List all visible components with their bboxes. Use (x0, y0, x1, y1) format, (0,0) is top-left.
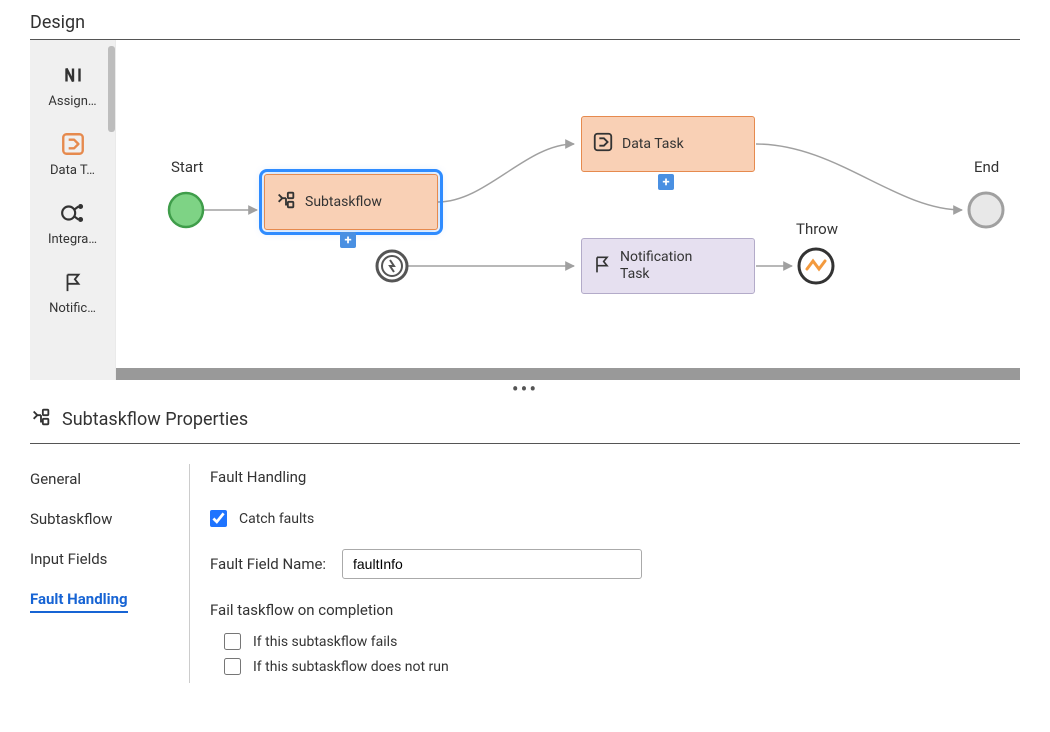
palette-item-data-task[interactable]: Data T… (30, 119, 115, 188)
fault-section-title: Fault Handling (210, 468, 1020, 486)
palette-item-assignment[interactable]: Assign… (30, 50, 115, 119)
subtaskflow-icon (30, 406, 52, 433)
fail-if-fails-label: If this subtaskflow fails (253, 634, 397, 650)
data-task-icon (592, 131, 614, 157)
notification-icon (592, 253, 612, 279)
palette-item-notification[interactable]: Notific… (30, 257, 115, 326)
fail-if-not-run-checkbox[interactable] (224, 658, 241, 675)
palette-item-integration[interactable]: Integra… (30, 188, 115, 257)
fault-field-label: Fault Field Name: (210, 555, 330, 573)
canvas[interactable]: Start Subtaskflow Data Task (116, 40, 1020, 380)
subtaskflow-icon (275, 189, 297, 215)
notification-icon (58, 267, 88, 297)
subtaskflow-title: Subtaskflow (305, 194, 382, 210)
fault-field-input[interactable] (342, 549, 642, 579)
data-task-title: Data Task (622, 136, 684, 152)
start-label: Start (171, 158, 203, 176)
integration-icon (58, 198, 88, 228)
notification-task-title: NotificationTask (620, 249, 692, 283)
tab-fault-handling[interactable]: Fault Handling (30, 590, 128, 613)
tab-subtaskflow[interactable]: Subtaskflow (30, 510, 189, 528)
properties-tabs: General Subtaskflow Input Fields Fault H… (30, 464, 190, 683)
palette: Assign… Data T… Integra… Notific… (30, 40, 116, 380)
fail-if-fails-checkbox[interactable] (224, 633, 241, 650)
catch-faults-checkbox[interactable] (210, 510, 227, 527)
subtaskflow-node[interactable]: Subtaskflow (264, 174, 438, 230)
catch-faults-label: Catch faults (239, 511, 314, 527)
throw-label: Throw (796, 220, 838, 238)
end-label: End (974, 158, 999, 176)
properties-body: General Subtaskflow Input Fields Fault H… (0, 444, 1050, 683)
fault-handling-content: Fault Handling Catch faults Fault Field … (190, 464, 1020, 683)
palette-label: Integra… (48, 232, 97, 247)
plus-icon[interactable] (658, 174, 674, 190)
data-task-icon (58, 129, 88, 159)
fail-if-not-run-label: If this subtaskflow does not run (253, 659, 449, 675)
assignment-icon (58, 60, 88, 90)
plus-icon[interactable] (340, 232, 356, 248)
palette-label: Assign… (48, 94, 96, 109)
palette-label: Data T… (50, 163, 95, 178)
notification-task-node[interactable]: NotificationTask (581, 238, 755, 294)
canvas-h-scroll-thumb[interactable] (116, 368, 1020, 380)
design-area: Assign… Data T… Integra… Notific… (0, 40, 1050, 380)
palette-scrollbar[interactable] (108, 46, 115, 132)
palette-label: Notific… (49, 301, 96, 316)
data-task-node[interactable]: Data Task (581, 116, 755, 172)
properties-title: Subtaskflow Properties (62, 409, 248, 430)
tab-general[interactable]: General (30, 470, 189, 488)
end-node[interactable] (986, 210, 1050, 360)
design-header: Design (0, 0, 1050, 39)
tab-input-fields[interactable]: Input Fields (30, 550, 189, 568)
canvas-h-scrollbar[interactable] (116, 368, 1020, 380)
completion-title: Fail taskflow on completion (210, 601, 1020, 619)
